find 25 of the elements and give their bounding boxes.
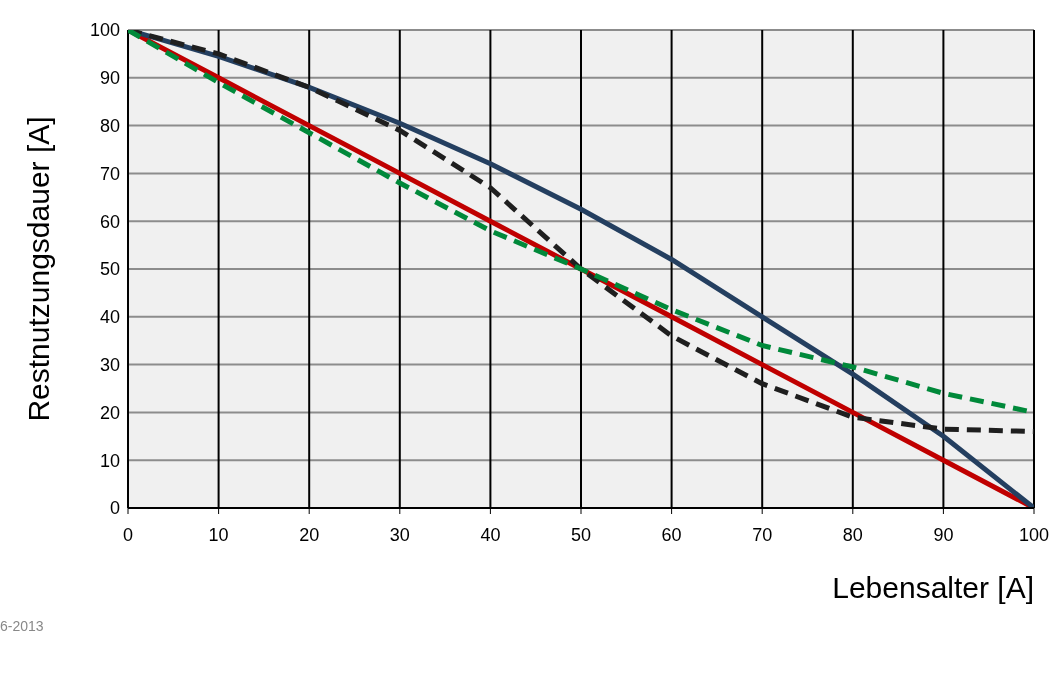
x-tick-label: 50 bbox=[570, 524, 592, 545]
y-tick-label: 80 bbox=[99, 115, 120, 136]
x-tick-label: 30 bbox=[389, 524, 410, 545]
x-tick-label: 40 bbox=[480, 524, 501, 545]
y-tick-label: 50 bbox=[99, 259, 120, 280]
y-tick-label: 30 bbox=[99, 354, 120, 375]
y-tick-label: 10 bbox=[99, 450, 120, 471]
x-tick-label: 60 bbox=[661, 524, 682, 545]
y-tick-label: 70 bbox=[99, 163, 120, 184]
x-tick-label: 80 bbox=[842, 524, 863, 545]
y-tick-label: 90 bbox=[99, 68, 120, 89]
y-tick-label: 60 bbox=[99, 211, 120, 232]
text: 6-2013 bbox=[0, 618, 44, 634]
y-tick-label: 0 bbox=[109, 498, 120, 519]
y-tick-label: 40 bbox=[99, 307, 120, 328]
x-axis-title: Lebensalter [A] bbox=[832, 571, 1034, 604]
x-tick-label: 100 bbox=[1018, 524, 1050, 545]
x-tick-label: 10 bbox=[208, 524, 229, 545]
x-tick-label: 90 bbox=[933, 524, 954, 545]
y-tick-label: 20 bbox=[99, 402, 120, 423]
y-tick-label: 100 bbox=[89, 20, 120, 41]
y-axis-title: Restnutzungsdauer [A] bbox=[21, 116, 55, 422]
x-tick-label: 70 bbox=[752, 524, 773, 545]
x-tick-label: 0 bbox=[122, 524, 134, 545]
x-tick-label: 20 bbox=[299, 524, 320, 545]
